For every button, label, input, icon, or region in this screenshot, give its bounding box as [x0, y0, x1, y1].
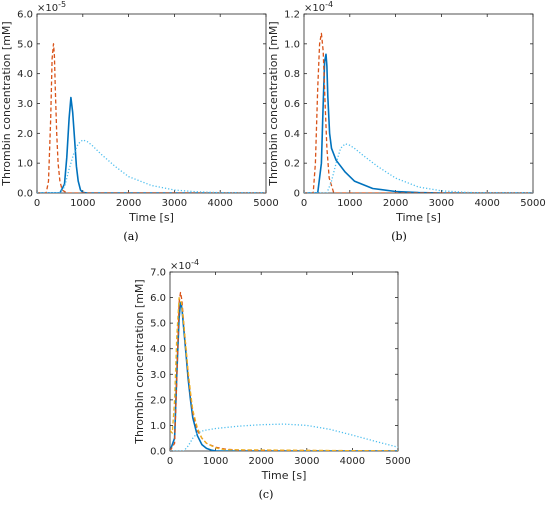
y-tick-label: 4.0	[150, 344, 166, 355]
series-line-3	[37, 139, 266, 193]
x-tick-label: 5000	[520, 198, 545, 209]
y-tick-label: 6.0	[17, 10, 33, 21]
x-tick-label: 1000	[203, 456, 228, 467]
y-tick-label: 7.0	[150, 268, 166, 279]
series-line-3	[170, 296, 398, 451]
chart-panel-a: 0 1000 2000 3000 4000 5000 0.0 1.0 2.0 3.0 4.0 5.0 6…	[0, 0, 279, 243]
chart-panel-b: 0 1000 2000 3000 4000 5000 0 0.2 0.4 0.6 0.8 1.0 1.2…	[267, 0, 546, 243]
x-axis-label: Time [s]	[395, 211, 441, 224]
series-line-3	[304, 143, 533, 193]
series-line-2	[304, 32, 533, 193]
series-line-1	[304, 53, 533, 193]
series-line-2	[170, 291, 398, 451]
y-tick-label: 0.6	[284, 99, 300, 110]
panel-caption: (c)	[259, 488, 274, 501]
series-line-2	[37, 43, 266, 193]
y-exponent-label: ×10-5	[37, 0, 66, 14]
series-line-1	[170, 301, 398, 451]
y-tick-label: 1.0	[284, 39, 300, 50]
x-tick-label: 2000	[248, 456, 273, 467]
y-tick-label: 2.0	[17, 129, 33, 140]
y-tick-label: 3.0	[17, 99, 33, 110]
y-axis-label: Thrombin concentration [mM]	[267, 21, 280, 186]
y-tick-label: 4.0	[17, 69, 33, 80]
y-axis-label: Thrombin concentration [mM]	[133, 279, 146, 444]
y-tick-label: 0.4	[284, 129, 300, 140]
y-tick-label: 2.0	[150, 395, 166, 406]
x-tick-label: 0	[167, 456, 173, 467]
series-line-1	[37, 96, 266, 193]
x-tick-label: 1000	[70, 198, 95, 209]
y-tick-label: 5.0	[17, 39, 33, 50]
panel-caption: (b)	[391, 230, 407, 243]
x-tick-label: 4000	[207, 198, 232, 209]
y-tick-label: 0.0	[150, 447, 166, 458]
x-tick-label: 0	[34, 198, 40, 209]
y-tick-label: 5.0	[150, 319, 166, 330]
x-tick-label: 3000	[429, 198, 454, 209]
x-tick-label: 3000	[162, 198, 187, 209]
x-tick-label: 2000	[383, 198, 408, 209]
y-exponent-label: ×10-4	[170, 258, 199, 272]
x-tick-label: 5000	[385, 456, 410, 467]
y-tick-label: 1.0	[150, 421, 166, 432]
y-exponent-label: ×10-4	[304, 0, 333, 14]
y-tick-label: 1.2	[284, 10, 300, 21]
y-tick-label: 1.0	[17, 159, 33, 170]
x-tick-label: 4000	[474, 198, 499, 209]
y-tick-label: 6.0	[150, 293, 166, 304]
x-tick-label: 0	[301, 198, 307, 209]
y-tick-label: 0.2	[284, 159, 300, 170]
chart-panel-c: 0 1000 2000 3000 4000 5000 0.0 1.0 2.0 3.0 4.0 5.0 6…	[133, 258, 411, 501]
plot-frame	[303, 13, 534, 194]
x-tick-label: 3000	[294, 456, 319, 467]
y-tick-label: 0.8	[284, 69, 300, 80]
panel-caption: (a)	[123, 230, 138, 243]
y-tick-label: 3.0	[150, 370, 166, 381]
x-tick-label: 2000	[116, 198, 141, 209]
y-tick-label: 0	[294, 189, 300, 200]
x-axis-label: Time [s]	[128, 211, 174, 224]
x-tick-label: 4000	[340, 456, 365, 467]
plot-frame	[169, 271, 399, 452]
y-tick-label: 0.0	[17, 189, 33, 200]
x-tick-label: 5000	[253, 198, 278, 209]
x-axis-label: Time [s]	[261, 469, 307, 482]
y-axis-label: Thrombin concentration [mM]	[0, 21, 13, 186]
x-tick-label: 1000	[337, 198, 362, 209]
